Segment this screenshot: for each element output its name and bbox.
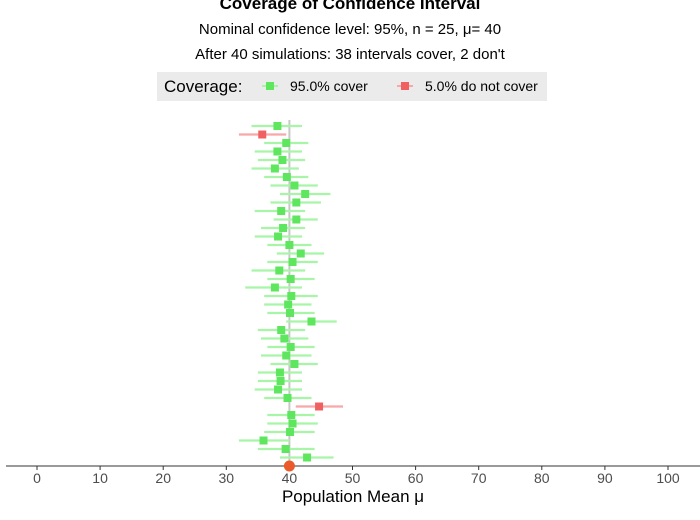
interval-mean-point bbox=[290, 360, 299, 368]
intervals-layer bbox=[238, 120, 344, 466]
interval-mean-point bbox=[275, 368, 284, 377]
legend-label-cover: 95.0% cover bbox=[290, 78, 368, 94]
legend-title: Coverage: bbox=[164, 77, 243, 96]
x-tick-label: 50 bbox=[345, 470, 361, 486]
interval-mean-point bbox=[290, 181, 299, 190]
interval-mean-point bbox=[282, 173, 291, 181]
interval-mean-point bbox=[286, 275, 295, 283]
x-tick-label: 30 bbox=[219, 470, 235, 486]
interval-mean-point bbox=[315, 402, 324, 411]
legend: Coverage: 95.0% cover 5.0% do not cover bbox=[157, 72, 547, 101]
interval-mean-point bbox=[274, 385, 283, 394]
interval-mean-point bbox=[286, 428, 295, 436]
interval-mean-point bbox=[301, 190, 310, 198]
interval-mean-point bbox=[282, 139, 291, 147]
interval-mean-point bbox=[296, 249, 305, 258]
interval-mean-point bbox=[274, 232, 283, 241]
interval-mean-point bbox=[277, 207, 286, 215]
interval-mean-point bbox=[287, 411, 296, 419]
interval-mean-point bbox=[288, 419, 297, 428]
interval-mean-point bbox=[270, 164, 279, 173]
x-axis-title: Population Mean μ bbox=[282, 487, 424, 506]
x-tick-label: 70 bbox=[471, 470, 487, 486]
legend-key-not-cover bbox=[397, 79, 413, 93]
interval-mean-point bbox=[286, 343, 295, 351]
x-tick-label: 10 bbox=[92, 470, 108, 486]
legend-key-cover bbox=[262, 79, 278, 93]
interval-mean-point bbox=[279, 224, 288, 232]
interval-mean-point bbox=[280, 334, 289, 343]
interval-mean-point bbox=[277, 326, 286, 334]
interval-mean-point bbox=[292, 198, 301, 207]
interval-mean-point bbox=[283, 394, 292, 402]
interval-mean-point bbox=[307, 317, 316, 326]
interval-mean-point bbox=[281, 445, 290, 453]
legend-label-not-cover: 5.0% do not cover bbox=[425, 78, 538, 94]
population-mean-marker bbox=[283, 460, 295, 472]
x-tick-label: 80 bbox=[534, 470, 550, 486]
x-tick-label: 60 bbox=[408, 470, 424, 486]
interval-mean-point bbox=[278, 156, 287, 164]
interval-mean-point bbox=[292, 215, 301, 224]
chart-title: Coverage of Confidence Interval bbox=[219, 0, 481, 13]
interval-mean-point bbox=[259, 436, 268, 445]
chart-subtitle: Nominal confidence level: 95%, n = 25, μ… bbox=[198, 21, 502, 38]
interval-mean-point bbox=[287, 292, 296, 300]
interval-mean-point bbox=[282, 351, 291, 360]
interval-mean-point bbox=[288, 258, 297, 266]
x-axis: 0 10 20 30 40 50 60 70 80 90 100 Population Mean μ bbox=[6, 460, 700, 506]
interval-mean-point bbox=[284, 300, 293, 309]
interval-mean-point bbox=[258, 130, 267, 139]
x-tick-label: 0 bbox=[33, 470, 41, 486]
interval-mean-point bbox=[276, 377, 285, 385]
x-tick-label: 90 bbox=[597, 470, 613, 486]
x-tick-label: 20 bbox=[155, 470, 171, 486]
interval-mean-point bbox=[303, 453, 312, 462]
chart-subtitle-summary: After 40 simulations: 38 intervals cover… bbox=[195, 46, 505, 63]
interval-mean-point bbox=[273, 122, 282, 130]
interval-mean-point bbox=[285, 241, 294, 249]
interval-mean-point bbox=[275, 266, 284, 275]
interval-mean-point bbox=[286, 309, 295, 317]
interval-mean-point bbox=[270, 283, 279, 292]
interval-mean-point bbox=[273, 147, 282, 156]
x-tick-label: 100 bbox=[656, 470, 680, 486]
x-tick-label: 40 bbox=[282, 470, 298, 486]
